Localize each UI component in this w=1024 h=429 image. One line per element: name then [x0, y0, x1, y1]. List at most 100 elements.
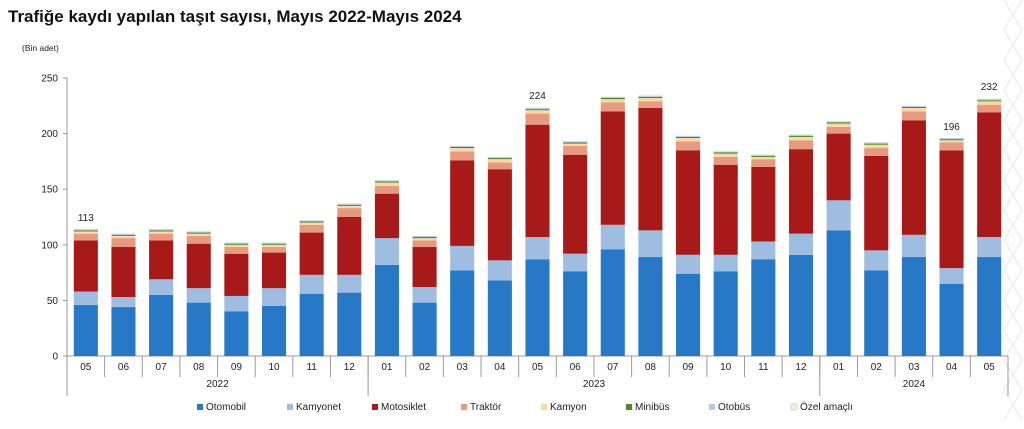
bar-segment-kamyon: [73, 231, 98, 234]
bar-segment-minib-s: [149, 230, 174, 232]
bar-segment-motosiklet: [149, 240, 174, 280]
bar-segment-trakt-r: [149, 233, 174, 241]
x-tick-label: 01: [833, 362, 845, 373]
bar-segment-otomobil: [487, 280, 512, 356]
bar-segment-otomobil: [261, 305, 287, 356]
x-tick-label: 10: [268, 362, 280, 373]
bar-segment-kamyon: [261, 244, 287, 248]
bar-segment-trakt-r: [487, 162, 512, 170]
legend-label: Kamyonet: [296, 402, 341, 413]
bar-segment-minib-s: [676, 136, 701, 139]
legend-swatch: [372, 404, 378, 410]
bar-segment-trakt-r: [412, 240, 437, 248]
legend-label: Traktör: [470, 402, 502, 413]
x-tick-label: 07: [607, 362, 619, 373]
x-tick-label: 03: [457, 362, 469, 373]
bar-segment-kamyonet: [186, 288, 211, 303]
bar-segment-minib-s: [450, 146, 475, 149]
bar-segment-trakt-r: [864, 148, 889, 156]
legend: Otomobil Kamyonet Motosiklet Traktör Kamyon M…: [197, 401, 853, 413]
bar-segment-minib-s: [713, 152, 738, 154]
y-tick-label: 250: [41, 74, 58, 85]
x-tick-label: 05: [80, 362, 92, 373]
bar-segment-otomobil: [901, 257, 926, 356]
bar-segment-otob-s: [563, 141, 588, 143]
bar-segment-minib-s: [525, 109, 550, 111]
bar-segment-minib-s: [901, 106, 926, 109]
legend-swatch: [790, 403, 798, 411]
bar-segment-otob-s: [337, 203, 362, 205]
bar-segment-minib-s: [299, 221, 324, 223]
bar-segment-otob-s: [788, 134, 814, 136]
bar-segment-motosiklet: [977, 112, 1002, 238]
bar-segment-otomobil: [676, 273, 701, 356]
bar-segment-otomobil: [73, 304, 98, 356]
bar-segment-otomobil: [600, 249, 625, 356]
bar-segment-kamyonet: [374, 238, 399, 265]
bar-segment-kamyon: [864, 144, 889, 149]
bar-segment-kamyonet: [638, 230, 663, 258]
bar-segment--zel-ama-l-: [525, 106, 550, 109]
bar-segment-motosiklet: [788, 149, 814, 234]
bar-segment-kamyon: [337, 205, 362, 209]
bar-segment-otomobil: [563, 271, 588, 356]
labels: 05 06 07 08 09 10 11 12 01 02 03 04 05 06 07 08 09 10 11 12…: [78, 82, 998, 373]
legend-swatch: [626, 404, 632, 410]
bar-segment-kamyonet: [826, 200, 851, 231]
bar-segment-otob-s: [73, 229, 98, 231]
legend-label: Kamyon: [550, 402, 587, 413]
bar-segment-motosiklet: [337, 217, 362, 275]
legend-swatch: [709, 404, 715, 410]
bar-segment-trakt-r: [563, 145, 588, 155]
bar-segment-otomobil: [826, 230, 851, 356]
y-unit-label: (Bin adet): [22, 43, 59, 53]
bar-segment-otomobil: [977, 257, 1002, 356]
bar-segment-motosiklet: [487, 169, 512, 261]
legend-label: Minibüs: [635, 402, 669, 413]
bar-segment-trakt-r: [826, 126, 851, 134]
bar-segment-otob-s: [977, 99, 1002, 101]
bar-segment-trakt-r: [337, 208, 362, 217]
x-tick-label: 10: [720, 362, 732, 373]
bar-segment-trakt-r: [186, 235, 211, 244]
x-tick-label: 02: [419, 362, 431, 373]
bar-segment-otomobil: [224, 311, 249, 356]
bar-segment-minib-s: [638, 96, 663, 99]
bar-segment-motosiklet: [826, 133, 851, 201]
bar-segment-otob-s: [826, 121, 851, 123]
bar-segment-motosiklet: [73, 240, 98, 292]
bar-segment-otomobil: [299, 293, 324, 356]
x-tick-label: 05: [532, 362, 544, 373]
bar-segment-otob-s: [713, 151, 738, 153]
bar-segment-kamyon: [788, 136, 814, 141]
bar-segment-otob-s: [487, 156, 512, 159]
bar-segment-otomobil: [713, 271, 738, 356]
bar-segment-trakt-r: [450, 151, 475, 161]
bar-segment-otob-s: [111, 233, 136, 235]
x-tick-label: 06: [118, 362, 130, 373]
legend-swatch: [461, 404, 467, 410]
bar-segment-minib-s: [224, 243, 249, 245]
bar-segment-minib-s: [864, 143, 889, 145]
bar-segment-kamyon: [977, 101, 1002, 105]
data-label: 196: [943, 122, 960, 133]
bar-segment-otomobil: [450, 270, 475, 356]
bar-segment-otomobil: [374, 264, 399, 356]
x-tick-label: 12: [344, 362, 356, 373]
x-tick-label: 08: [645, 362, 657, 373]
bar-segment-otomobil: [525, 259, 550, 356]
bars: [73, 94, 1002, 356]
bar-segment-minib-s: [111, 234, 136, 236]
bar-segment-minib-s: [374, 181, 399, 183]
bar-segment-motosiklet: [450, 160, 475, 246]
bar-segment-minib-s: [977, 100, 1002, 102]
legend-swatch: [287, 404, 293, 410]
bar-segment-otob-s: [939, 138, 964, 140]
bar-segment-otob-s: [901, 105, 926, 107]
bar-segment-minib-s: [600, 98, 625, 100]
x-tick-label: 07: [156, 362, 168, 373]
bar-segment-otob-s: [374, 180, 399, 182]
bar-segment-motosiklet: [939, 150, 964, 269]
bar-segment-kamyon: [713, 153, 738, 157]
bar-segment-otob-s: [224, 242, 249, 244]
